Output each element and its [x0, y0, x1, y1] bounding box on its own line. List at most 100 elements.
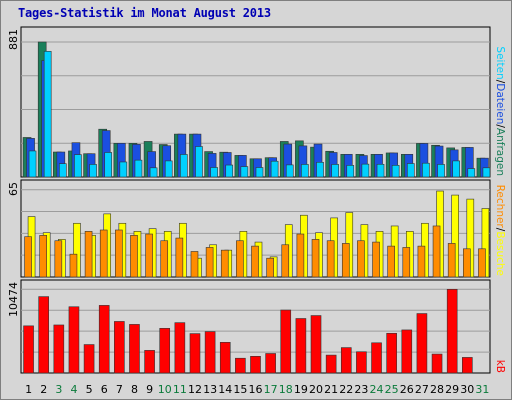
- bar-rechner-day-16: [251, 245, 259, 278]
- bar-rechner-day-29: [447, 243, 456, 278]
- bar-rechner-day-2: [39, 235, 47, 278]
- bar-rechner-day-6: [99, 229, 108, 278]
- bar-rechner-day-4: [69, 253, 78, 278]
- bar-seiten-day-14: [225, 164, 234, 178]
- x-tick-label-day-31: 31: [475, 383, 489, 396]
- bar-rechner-day-30: [463, 248, 471, 278]
- x-tick-label-day-30: 30: [460, 383, 474, 396]
- side-legend-top: Seiten/Dateien/Anfragen: [494, 46, 506, 176]
- side-legend-bottom: kB: [494, 360, 506, 373]
- panel-1-max-label: 881: [7, 29, 20, 50]
- bar-rechner-day-23: [357, 240, 365, 278]
- bar-rechner-day-27: [417, 245, 426, 278]
- x-tick-label-day-21: 21: [324, 383, 338, 396]
- x-tick-label-day-17: 17: [264, 383, 278, 396]
- bar-seiten-day-27: [422, 162, 430, 178]
- side-label-separator: /: [494, 228, 506, 232]
- bar-kb-day-11: [174, 322, 186, 374]
- bar-seiten-day-26: [406, 163, 415, 178]
- x-tick-label-day-10: 10: [158, 383, 172, 396]
- bar-kb-day-23: [356, 351, 367, 374]
- bar-rechner-day-22: [341, 243, 350, 278]
- x-tick-label-day-16: 16: [249, 383, 263, 396]
- bar-kb-day-29: [446, 288, 458, 374]
- bar-kb-day-21: [325, 354, 337, 374]
- x-tick-label-day-12: 12: [188, 383, 202, 396]
- bar-seiten-day-4: [74, 154, 82, 178]
- x-tick-label-day-25: 25: [385, 383, 399, 396]
- bar-seiten-day-2: [43, 51, 52, 178]
- bar-seiten-day-24: [376, 163, 385, 178]
- bar-kb-day-12: [189, 333, 201, 374]
- bar-kb-day-14: [219, 342, 231, 374]
- bar-kb-day-4: [68, 306, 80, 374]
- bar-rechner-day-24: [372, 241, 380, 278]
- x-tick-label-day-3: 3: [55, 383, 62, 396]
- bar-rechner-day-8: [130, 235, 138, 278]
- bar-rechner-day-18: [281, 244, 290, 278]
- x-tick-label-day-7: 7: [116, 383, 123, 396]
- bar-rechner-day-10: [160, 240, 169, 278]
- x-tick-label-day-20: 20: [309, 383, 323, 396]
- bar-kb-day-20: [310, 315, 322, 374]
- bar-seiten-day-13: [210, 167, 218, 178]
- bar-seiten-day-6: [104, 152, 113, 178]
- bar-seiten-day-30: [467, 168, 476, 178]
- bar-seiten-day-28: [437, 164, 445, 178]
- side-label-separator: /: [494, 80, 506, 84]
- x-tick-label-day-22: 22: [339, 383, 353, 396]
- bar-kb-day-19: [295, 318, 307, 374]
- bar-seiten-day-31: [482, 167, 491, 178]
- side-label-rechner: Rechner: [494, 185, 506, 229]
- bar-seiten-day-16: [255, 167, 264, 178]
- x-tick-label-day-26: 26: [400, 383, 414, 396]
- bar-seiten-day-29: [452, 160, 460, 178]
- bar-kb-day-25: [386, 332, 397, 374]
- x-tick-label-day-11: 11: [173, 383, 187, 396]
- x-tick-label-day-23: 23: [354, 383, 368, 396]
- bar-rechner-day-20: [311, 239, 320, 278]
- bar-seiten-day-11: [180, 154, 188, 178]
- x-tick-label-day-28: 28: [430, 383, 444, 396]
- bar-seiten-day-1: [28, 150, 37, 178]
- bar-rechner-day-25: [387, 245, 395, 278]
- bar-rechner-day-12: [190, 251, 199, 278]
- bar-rechner-day-21: [326, 240, 335, 278]
- bar-kb-day-24: [371, 342, 382, 374]
- bar-rechner-day-3: [54, 240, 63, 278]
- bar-kb-day-18: [280, 309, 292, 374]
- x-tick-label-day-6: 6: [101, 383, 108, 396]
- bar-seiten-day-18: [285, 164, 294, 178]
- x-tick-label-day-4: 4: [70, 383, 77, 396]
- bar-kb-day-6: [98, 305, 110, 374]
- bar-seiten-day-15: [240, 166, 249, 178]
- x-tick-label-day-27: 27: [415, 383, 429, 396]
- x-tick-label-day-18: 18: [279, 383, 293, 396]
- side-label-besuche: Besuche: [494, 231, 506, 276]
- bar-seiten-day-8: [134, 159, 143, 178]
- bar-seiten-day-9: [149, 167, 158, 178]
- x-tick-label-day-9: 9: [146, 383, 153, 396]
- bar-rechner-day-26: [402, 247, 411, 278]
- bar-rechner-day-13: [205, 247, 214, 278]
- bar-kb-day-2: [38, 296, 49, 374]
- bar-seiten-day-10: [164, 160, 173, 178]
- bar-seiten-day-7: [119, 161, 128, 178]
- bar-kb-day-9: [144, 350, 155, 374]
- bar-rechner-day-17: [266, 257, 274, 278]
- bar-rechner-day-15: [236, 240, 244, 278]
- x-tick-label-day-1: 1: [25, 383, 32, 396]
- side-label-kb: kB: [494, 360, 506, 373]
- bar-seiten-day-22: [346, 165, 355, 178]
- bar-kb-day-27: [416, 313, 428, 374]
- bar-kb-day-28: [431, 353, 443, 374]
- bar-seiten-day-25: [391, 165, 400, 178]
- x-tick-label-day-5: 5: [86, 383, 93, 396]
- side-label-seiten: Seiten: [494, 46, 506, 79]
- bar-kb-day-8: [129, 324, 140, 374]
- bar-kb-day-5: [83, 344, 95, 374]
- side-label-anfragen: Anfragen: [494, 128, 506, 176]
- bar-seiten-day-23: [361, 163, 370, 178]
